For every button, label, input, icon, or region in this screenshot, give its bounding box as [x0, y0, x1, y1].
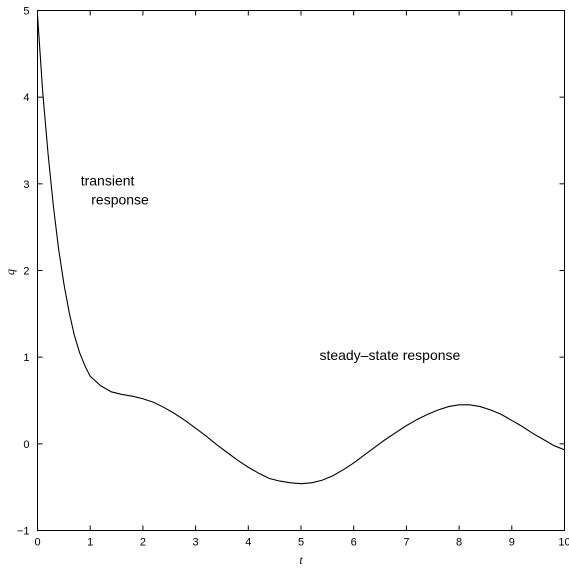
y-tick-label: 0 [23, 439, 29, 451]
x-tick-label: 4 [245, 537, 251, 549]
x-tick-label: 8 [456, 537, 462, 549]
x-tick-label: 2 [140, 537, 146, 549]
x-tick-label: 10 [558, 537, 569, 549]
y-tick-label: −1 [17, 526, 30, 538]
x-tick-labels: 0 1 2 3 4 5 6 7 8 9 10 [34, 537, 569, 549]
y-tick-label: 4 [23, 92, 29, 104]
x-tick-label: 5 [298, 537, 304, 549]
y-tick-label: 2 [23, 266, 29, 278]
x-tick-label: 0 [34, 537, 40, 549]
annotation-text: response [91, 192, 149, 208]
y-tick-label: 5 [23, 6, 29, 18]
y-tick-labels: −1 0 1 2 3 4 5 [17, 6, 30, 538]
x-tick-label: 7 [403, 537, 409, 549]
annotation-text: steady–state response [319, 347, 460, 363]
ticks [37, 10, 565, 531]
annotations: transient response steady–state response [81, 173, 461, 363]
y-tick-label: 1 [23, 352, 29, 364]
x-tick-label: 3 [193, 537, 199, 549]
x-tick-label: 9 [509, 537, 515, 549]
x-tick-label: 6 [351, 537, 357, 549]
y-axis-label: q [3, 269, 17, 275]
x-tick-label: 1 [87, 537, 93, 549]
annotation-text: transient [81, 173, 135, 189]
y-tick-label: 3 [23, 179, 29, 191]
series-line [36, 14, 565, 485]
x-axis-label: t [299, 553, 303, 567]
plot-frame [37, 10, 565, 531]
